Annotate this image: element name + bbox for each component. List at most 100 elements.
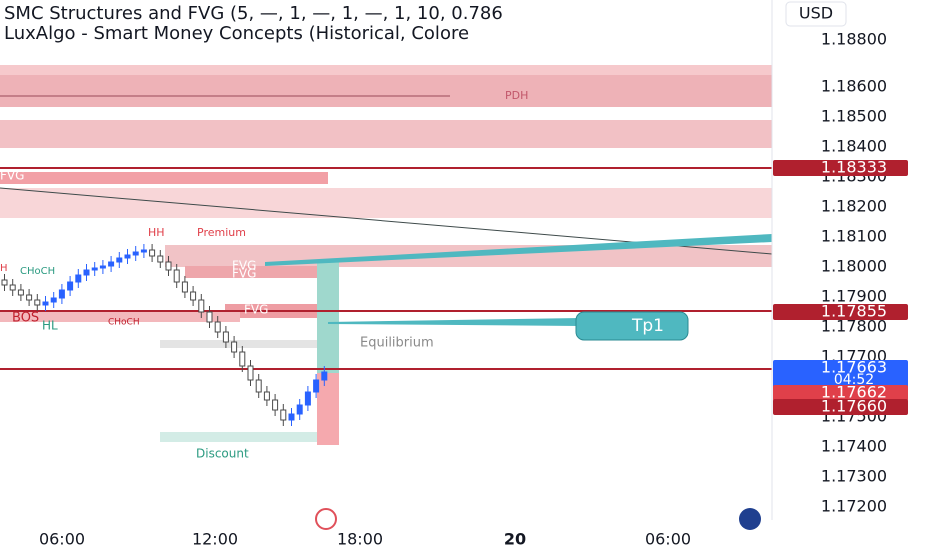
candle (50, 297, 57, 303)
candle (304, 391, 311, 406)
candle (67, 281, 74, 291)
price-label: 1.18100 (821, 227, 887, 246)
flag-icon[interactable] (739, 508, 761, 530)
chart-label: CHoCH (108, 318, 140, 328)
arrow (328, 318, 580, 326)
zone (0, 75, 772, 107)
price-tag (773, 360, 908, 388)
candle (42, 301, 49, 306)
candle (206, 311, 213, 323)
chart-label: FVG (232, 259, 256, 273)
price-label: 1.18000 (821, 257, 887, 276)
indicator-title: SMC Structures and FVG (5, —, 1, —, 1, —… (4, 3, 503, 24)
time-label: 18:00 (337, 530, 383, 549)
candle (149, 249, 156, 257)
time-axis: 06:00 12:00 18:00 20 06:00 (39, 530, 691, 549)
chart-label: Tp1 (631, 316, 664, 336)
candle (239, 351, 246, 367)
price-tag-label: 1.17663 (821, 358, 887, 377)
candle (173, 269, 180, 283)
candle (75, 274, 82, 283)
chart-label: FVG (0, 169, 24, 183)
price-tag-label: 1.17660 (821, 397, 887, 416)
zone (0, 65, 772, 75)
candle (34, 299, 41, 306)
price-tag-label: 1.18333 (821, 158, 887, 177)
chart-label: HH (148, 226, 165, 239)
candle (1, 279, 8, 286)
zones (0, 65, 772, 445)
zone (160, 432, 325, 442)
chart-label: Premium (197, 226, 246, 239)
time-label: 20 (504, 530, 526, 549)
candle (132, 251, 139, 256)
currency[interactable]: USD (799, 4, 833, 23)
candle (165, 261, 172, 271)
candle (190, 291, 197, 301)
price-tag (773, 160, 908, 176)
arrow (265, 234, 772, 266)
price-tag (773, 304, 908, 320)
candle (17, 289, 24, 296)
candle (140, 249, 147, 253)
chart-label: CHoCH (20, 266, 55, 277)
candle (263, 391, 270, 401)
price-tag-label: 1.17662 (821, 383, 887, 402)
tp-box (575, 311, 689, 341)
lines (0, 95, 773, 370)
price-label: 1.18800 (821, 30, 887, 49)
candle (124, 254, 131, 259)
icon[interactable] (315, 508, 337, 530)
time-label: 06:00 (645, 530, 691, 549)
candle (181, 281, 188, 293)
candle (222, 331, 229, 343)
price-tag-label: 1.17855 (821, 302, 887, 321)
zone (185, 266, 328, 278)
countdown: 04:52 (834, 372, 874, 388)
price-label: 1.17900 (821, 287, 887, 306)
candle (108, 261, 115, 267)
candle (58, 289, 65, 299)
candle (214, 321, 221, 333)
time-label: 06:00 (39, 530, 85, 549)
candle (26, 294, 33, 301)
chart-label: FVG (232, 267, 256, 281)
candle (296, 404, 303, 415)
price-label: 1.18200 (821, 197, 887, 216)
candles (1, 244, 328, 426)
candle (116, 257, 123, 263)
zone (160, 340, 320, 348)
candle (288, 413, 295, 421)
price-label: 1.17200 (821, 497, 887, 516)
chart-label: HL (42, 319, 58, 333)
chart-label: Discount (196, 447, 249, 461)
chart-label: FVG (244, 303, 268, 317)
candle (157, 255, 164, 263)
price-label: 1.18600 (821, 77, 887, 96)
candle (83, 269, 90, 276)
price-tag (773, 385, 908, 401)
price-label: 1.17800 (821, 317, 887, 336)
price-label: 1.18500 (821, 107, 887, 126)
indicator-title: LuxAlgo - Smart Money Concepts (Historic… (4, 23, 469, 44)
price-axis-bg (772, 0, 932, 550)
chart-label: H (0, 263, 8, 274)
price-label: 1.18400 (821, 137, 887, 156)
chart-label: BOS (12, 311, 39, 326)
zone (0, 172, 328, 184)
chart-label: Equilibrium (360, 336, 434, 351)
zone (0, 188, 772, 218)
candle (99, 265, 106, 269)
currency-box[interactable] (785, 1, 847, 27)
candle (272, 399, 279, 411)
sl-zone (317, 373, 339, 445)
candle (313, 379, 320, 393)
candle (198, 299, 205, 313)
candle (9, 284, 16, 291)
candle (91, 267, 98, 271)
candle (255, 379, 262, 393)
candle (321, 371, 328, 381)
